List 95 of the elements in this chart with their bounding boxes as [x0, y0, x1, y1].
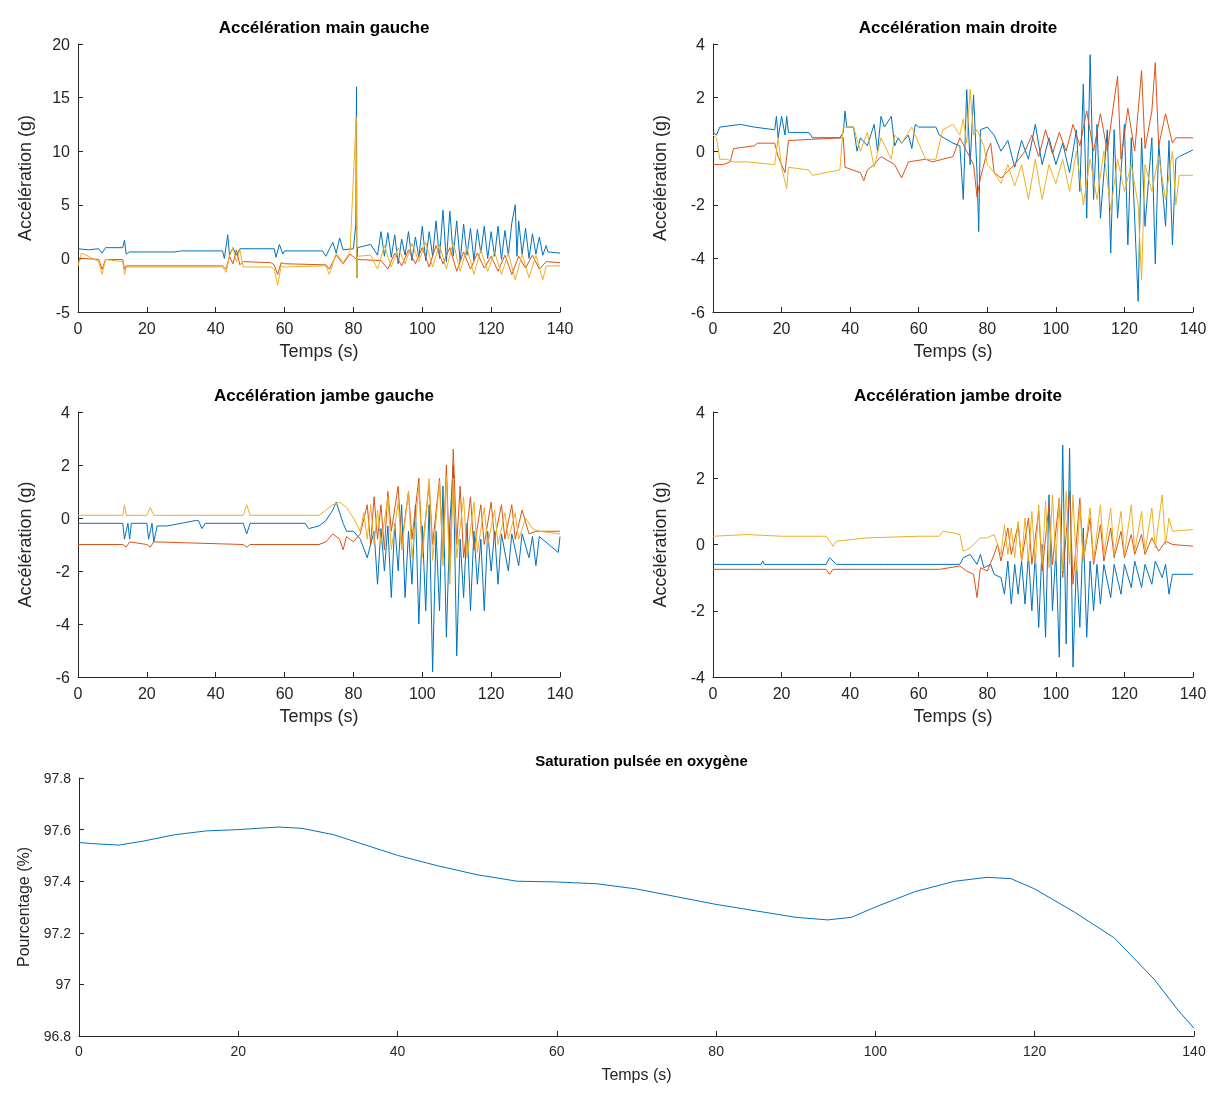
y-tick-label: 97: [55, 976, 72, 993]
x-axis-title: Temps (s): [913, 706, 993, 726]
x-tick-label: 20: [137, 684, 156, 702]
x-tick-label: 80: [344, 684, 363, 702]
y-tick-label: 97.2: [43, 924, 72, 941]
x-axis-title: Temps (s): [279, 341, 359, 361]
chart-title: Accélération jambe droite: [854, 386, 1062, 405]
y-tick-label: -6: [690, 303, 706, 321]
x-tick-label: 140: [1182, 1043, 1206, 1059]
x-tick-label: 40: [206, 319, 225, 337]
x-tick-label: 0: [73, 684, 83, 702]
x-tick-label: 80: [978, 319, 997, 337]
x-axis-title: Temps (s): [601, 1065, 672, 1083]
line-series: [712, 62, 1194, 198]
x-tick-label: 60: [549, 1043, 565, 1059]
y-tick-label: -2: [690, 602, 706, 620]
x-axis-title: Temps (s): [279, 706, 359, 726]
x-tick-label: 40: [206, 684, 225, 702]
x-tick-label: 100: [408, 319, 436, 337]
x-tick-label: 60: [909, 319, 928, 337]
x-tick-label: 100: [863, 1043, 888, 1059]
x-tick-label: 120: [1111, 684, 1138, 702]
line-series: [712, 54, 1194, 302]
line-series: [77, 116, 561, 286]
x-tick-label: 20: [772, 319, 791, 337]
x-tick-label: 20: [772, 684, 791, 702]
y-tick-label: 97.4: [43, 873, 72, 890]
line-series: [712, 444, 1194, 668]
x-tick-label: 40: [389, 1043, 406, 1059]
line-series: [77, 86, 561, 279]
y-tick-label: -4: [690, 668, 706, 686]
x-tick-label: 120: [1023, 1043, 1047, 1059]
line-series: [712, 491, 1194, 598]
y-tick-label: 10: [52, 142, 71, 160]
x-tick-label: 60: [275, 684, 294, 702]
y-tick-label: 2: [696, 469, 706, 487]
x-tick-label: 100: [1042, 319, 1070, 337]
y-tick-label: 0: [61, 249, 71, 267]
x-tick-label: 120: [1111, 319, 1138, 337]
x-tick-label: 60: [275, 319, 294, 337]
x-tick-label: 80: [978, 684, 997, 702]
y-tick-label: 15: [52, 89, 71, 107]
x-tick-label: 60: [909, 684, 928, 702]
y-axis-title: Pourcentage (%): [14, 846, 32, 968]
x-tick-label: 0: [75, 1043, 84, 1059]
x-tick-label: 20: [230, 1043, 247, 1059]
y-tick-label: 4: [61, 403, 71, 421]
y-axis-title: Accélération (g): [15, 114, 35, 242]
y-tick-label: -2: [55, 562, 71, 580]
line-series: [712, 89, 1194, 281]
x-tick-label: 0: [708, 319, 718, 337]
y-tick-label: 97.6: [43, 821, 72, 838]
y-tick-label: -4: [690, 249, 706, 267]
y-tick-label: 0: [696, 142, 706, 160]
y-tick-label: 0: [61, 509, 71, 527]
y-tick-label: 2: [696, 89, 706, 107]
y-tick-label: 4: [696, 403, 706, 421]
chart-title: Saturation pulsée en oxygène: [535, 752, 748, 769]
y-tick-label: 96.8: [43, 1028, 72, 1044]
y-tick-label: -6: [55, 668, 71, 686]
line-series: [78, 826, 1195, 1029]
x-tick-label: 140: [546, 319, 574, 337]
x-tick-label: 140: [1179, 319, 1207, 337]
x-tick-label: 120: [477, 319, 505, 337]
x-tick-label: 20: [137, 319, 156, 337]
x-tick-label: 100: [408, 684, 436, 702]
y-tick-label: -2: [690, 196, 706, 214]
y-tick-label: 4: [696, 35, 706, 53]
y-tick-label: 5: [61, 196, 71, 214]
y-axis-title: Accélération (g): [650, 481, 670, 608]
y-tick-label: -5: [55, 303, 71, 321]
x-tick-label: 140: [1179, 684, 1207, 702]
x-tick-label: 40: [841, 684, 860, 702]
chart-title: Accélération main droite: [858, 18, 1058, 37]
chart-title: Accélération main gauche: [218, 18, 430, 37]
y-tick-label: 0: [696, 536, 706, 553]
x-tick-label: 140: [546, 684, 574, 702]
line-series: [77, 475, 561, 585]
y-tick-label: 97.8: [43, 770, 72, 786]
y-tick-label: 20: [52, 35, 71, 53]
y-axis-title: Accélération (g): [15, 481, 35, 608]
x-tick-label: 80: [708, 1043, 725, 1059]
y-tick-label: -4: [55, 615, 71, 633]
x-tick-label: 100: [1042, 684, 1070, 702]
x-tick-label: 120: [477, 684, 505, 702]
y-axis-title: Accélération (g): [650, 114, 670, 242]
line-series: [712, 491, 1194, 572]
x-axis-title: Temps (s): [913, 341, 993, 361]
line-series: [77, 245, 561, 275]
x-tick-label: 0: [73, 319, 83, 337]
x-tick-label: 80: [344, 319, 363, 337]
y-tick-label: 2: [61, 456, 71, 474]
x-tick-label: 0: [708, 684, 718, 702]
chart-title: Accélération jambe gauche: [213, 386, 435, 405]
x-tick-label: 40: [841, 319, 860, 337]
